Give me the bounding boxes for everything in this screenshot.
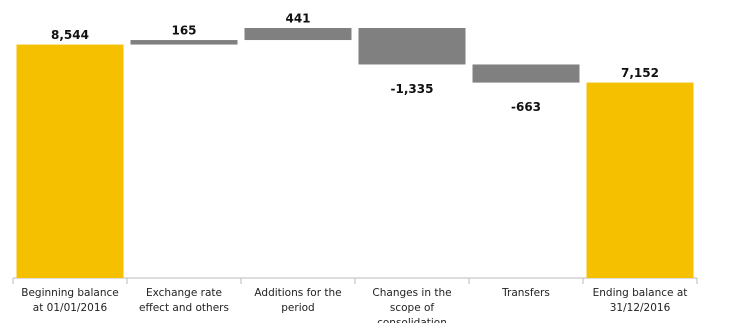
x-tick-label: Transfers (502, 287, 550, 299)
value-label: 7,152 (621, 66, 659, 80)
bar (472, 64, 580, 83)
value-label: 165 (171, 24, 196, 38)
bar (16, 44, 124, 279)
bar (358, 28, 466, 65)
value-label: 441 (285, 12, 310, 26)
x-tick-label: Changes in the scope of consolidation (372, 287, 452, 323)
x-tick-label: Exchange rate effect and others (139, 287, 229, 314)
x-tick-label: Ending balance at 31/12/2016 (592, 287, 688, 314)
x-tick-label: Beginning balance at 01/01/2016 (21, 287, 119, 314)
value-label: 8,544 (51, 28, 89, 42)
value-label: -1,335 (391, 82, 434, 96)
bar (244, 28, 352, 41)
value-label: -663 (511, 100, 541, 114)
bar (130, 40, 238, 45)
bar (586, 82, 694, 278)
x-tick-label: Additions for the period (254, 287, 342, 314)
